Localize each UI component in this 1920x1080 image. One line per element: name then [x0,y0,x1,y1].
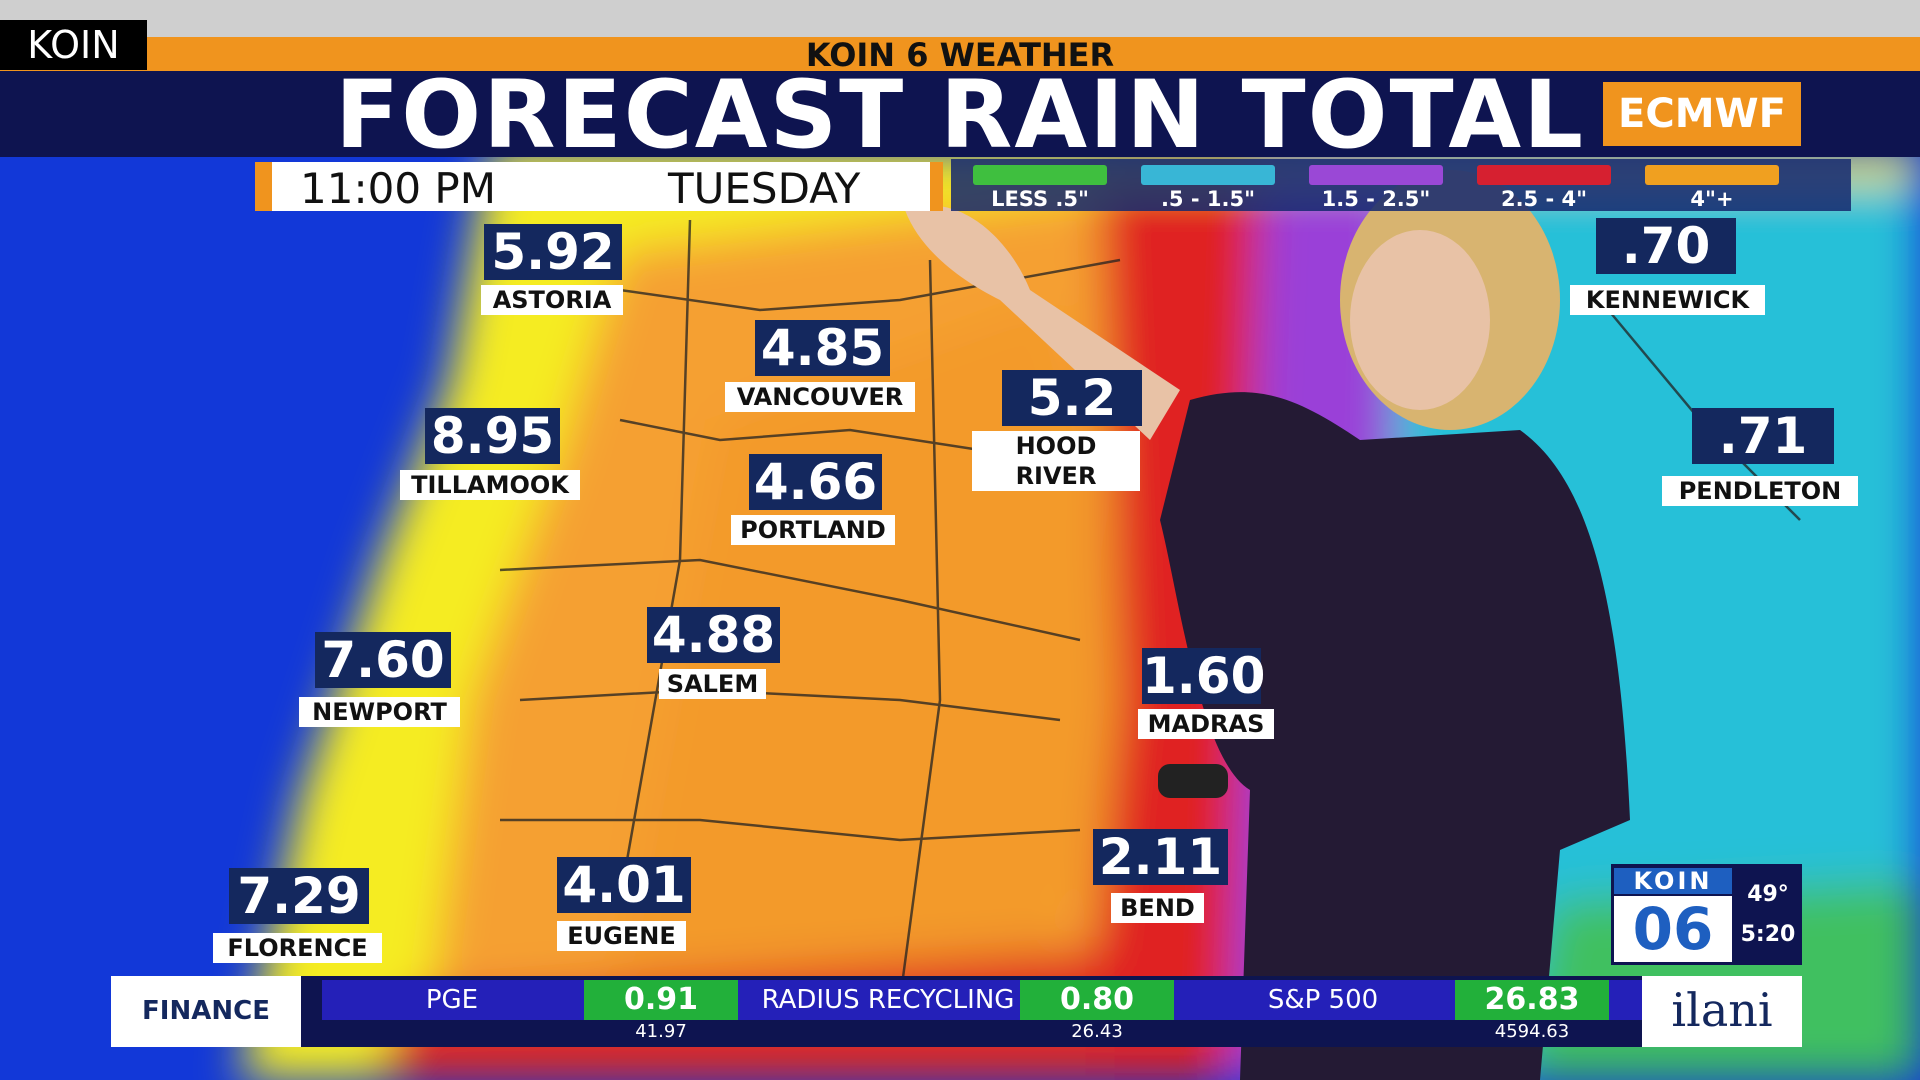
city-value: .70 [1596,218,1736,274]
city-name: EUGENE [557,921,686,951]
city-value: 2.11 [1093,829,1228,885]
city-name: KENNEWICK [1570,285,1765,315]
ticker-change: 26.83 [1455,980,1609,1020]
city-value: 5.2 [1002,370,1142,426]
bug-channel: 06 [1614,896,1732,962]
ticker-change: 0.91 [584,980,738,1020]
city-name: VANCOUVER [725,382,915,412]
legend-swatch [1141,165,1275,185]
station-logo: KOIN [0,20,147,70]
city-value: 7.29 [229,868,369,924]
city-value: 1.60 [1142,647,1266,705]
model-badge: ECMWF [1603,82,1801,146]
city-value: 4.88 [647,607,780,663]
bug-temperature: 49° [1747,882,1789,907]
city-name: BEND [1111,893,1204,923]
legend: LESS .5" .5 - 1.5" 1.5 - 2.5" 2.5 - 4" 4"+ [951,159,1851,211]
city-name: PORTLAND [731,515,895,545]
city-name: HOOD RIVER [972,431,1140,491]
legend-label: LESS .5" [991,187,1089,211]
ticker-price: 4594.63 [1494,1021,1570,1042]
sponsor-logo: ilani [1642,976,1802,1047]
city-value: 5.92 [484,224,622,280]
ticker-band [322,980,1642,1020]
time-panel [272,162,930,211]
title-bar [0,71,1920,157]
ticker-name: RADIUS RECYCLING [761,985,1015,1015]
city-name: SALEM [659,669,766,699]
ticker-name: PGE [425,985,479,1015]
city-name: TILLAMOOK [400,470,580,500]
header-strip: KOIN 6 WEATHER [0,37,1920,73]
legend-label: 4"+ [1690,187,1734,211]
legend-swatch [1645,165,1779,185]
legend-swatch [1309,165,1443,185]
city-name: MADRAS [1138,709,1274,739]
city-name: FLORENCE [213,933,382,963]
ticker-section: FINANCE [111,976,301,1047]
city-value: 7.60 [315,632,451,688]
city-value: 4.66 [749,454,882,510]
city-value: 4.01 [557,857,691,913]
time: 11:00 PM [300,164,496,213]
legend-label: .5 - 1.5" [1160,187,1256,211]
bug-brand: KOIN [1614,868,1732,894]
city-value: .71 [1692,408,1834,464]
top-strip [0,0,1920,37]
city-name: NEWPORT [299,697,460,727]
legend-swatch [1477,165,1611,185]
ticker-change: 0.80 [1020,980,1174,1020]
legend-label: 1.5 - 2.5" [1321,187,1431,211]
ticker-price: 26.43 [1071,1021,1123,1042]
day: TUESDAY [668,164,861,213]
city-value: 4.85 [755,320,890,376]
ticker-price: 41.97 [635,1021,687,1042]
city-name: PENDLETON [1662,476,1858,506]
legend-swatch [973,165,1107,185]
legend-label: 2.5 - 4" [1500,187,1588,211]
title: FORECAST RAIN TOTAL [335,61,1585,170]
city-value: 8.95 [425,408,560,464]
ticker-name: S&P 500 [1267,985,1379,1015]
presenter [905,170,1630,1080]
bug-clock: 5:20 [1740,922,1796,947]
city-name: ASTORIA [481,285,623,315]
